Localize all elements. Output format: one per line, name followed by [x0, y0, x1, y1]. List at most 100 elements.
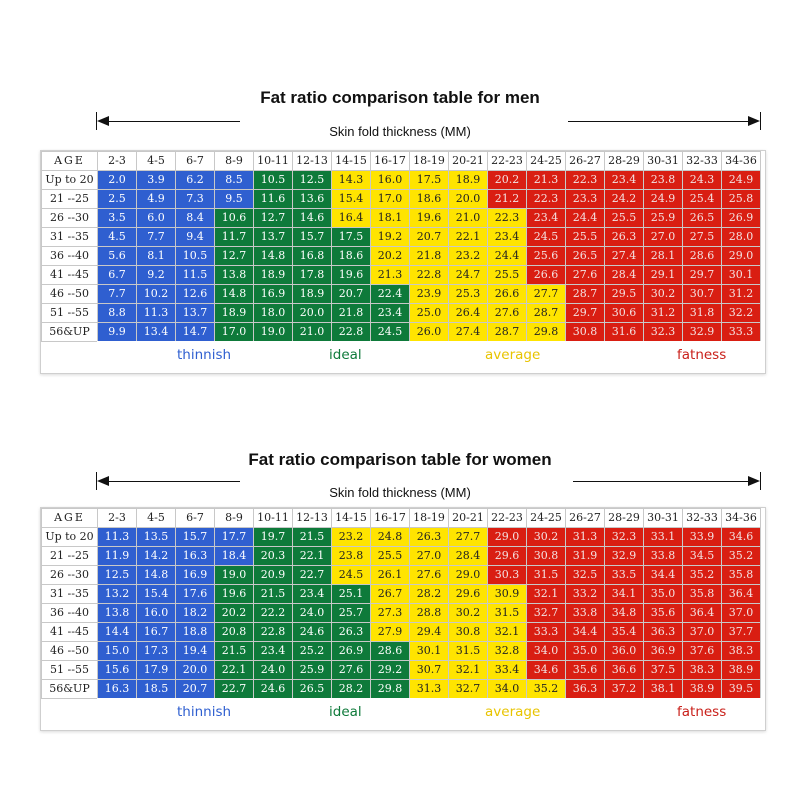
value-cell-fatness: 27.5 [682, 227, 722, 247]
value-cell-fatness: 25.6 [526, 246, 566, 266]
value-cell-fatness: 32.3 [643, 322, 683, 342]
men-fat-table: AGE 2-3 4-5 6-7 8-9 10-11 12-13 14-15 16-17 18-19… [41, 151, 761, 342]
men-table-card: AGE 2-3 4-5 6-7 8-9 10-11 12-13 14-15 16-17 18-19… [40, 150, 766, 374]
value-cell-thinnish: 13.8 [97, 603, 137, 623]
value-cell-fatness: 33.5 [604, 565, 644, 585]
value-cell-fatness: 37.2 [604, 679, 644, 699]
age-cell: 26 --30 [41, 208, 98, 228]
value-cell-average: 25.3 [448, 284, 488, 304]
value-cell-thinnish: 6.2 [175, 170, 215, 190]
table-row: 26 --30 12.5 14.8 16.9 19.0 20.9 22.7 24.5 26.1 2… [41, 565, 761, 585]
value-cell-fatness: 35.6 [565, 660, 605, 680]
value-cell-ideal: 21.5 [253, 584, 293, 604]
value-cell-fatness: 29.0 [721, 246, 761, 266]
column-header: 16-17 [370, 508, 410, 528]
value-cell-thinnish: 18.2 [175, 603, 215, 623]
value-cell-thinnish: 8.1 [136, 246, 176, 266]
value-cell-average: 31.5 [487, 603, 527, 623]
value-cell-thinnish: 9.5 [214, 189, 254, 209]
age-cell: 41 --45 [41, 622, 98, 642]
value-cell-average: 27.6 [409, 565, 449, 585]
table-row: 36 --40 13.8 16.0 18.2 20.2 22.2 24.0 25.7 27.3 2… [41, 603, 761, 623]
value-cell-ideal: 21.0 [292, 322, 332, 342]
value-cell-thinnish: 14.2 [136, 546, 176, 566]
value-cell-fatness: 33.8 [565, 603, 605, 623]
value-cell-thinnish: 17.7 [214, 527, 254, 547]
value-cell-fatness: 34.4 [565, 622, 605, 642]
value-cell-average: 26.4 [448, 303, 488, 323]
value-cell-fatness: 33.9 [682, 527, 722, 547]
value-cell-fatness: 30.1 [721, 265, 761, 285]
age-cell: Up to 20 [41, 170, 98, 190]
column-header: 22-23 [487, 151, 527, 171]
value-cell-fatness: 35.8 [721, 565, 761, 585]
value-cell-fatness: 35.0 [565, 641, 605, 661]
value-cell-average: 27.7 [526, 284, 566, 304]
value-cell-ideal: 25.2 [292, 641, 332, 661]
value-cell-thinnish: 2.0 [97, 170, 137, 190]
value-cell-thinnish: 11.3 [97, 527, 137, 547]
value-cell-thinnish: 3.9 [136, 170, 176, 190]
value-cell-fatness: 37.0 [682, 622, 722, 642]
value-cell-thinnish: 14.7 [175, 322, 215, 342]
age-cell: 56&UP [41, 322, 98, 342]
column-header: 2-3 [97, 508, 137, 528]
value-cell-fatness: 24.3 [682, 170, 722, 190]
value-cell-ideal: 19.7 [253, 527, 293, 547]
table-row: 31 --35 4.5 7.7 9.4 11.7 13.7 15.7 17.5 19.2 20.7… [41, 227, 761, 247]
column-header: 18-19 [409, 508, 449, 528]
value-cell-average: 29.6 [448, 584, 488, 604]
value-cell-fatness: 38.9 [682, 679, 722, 699]
value-cell-average: 32.8 [487, 641, 527, 661]
age-cell: 21 --25 [41, 189, 98, 209]
value-cell-ideal: 18.0 [253, 303, 293, 323]
value-cell-thinnish: 19.4 [175, 641, 215, 661]
value-cell-ideal: 16.9 [253, 284, 293, 304]
value-cell-thinnish: 9.2 [136, 265, 176, 285]
men-legend: thinnish ideal average fatness [97, 341, 763, 371]
value-cell-average: 17.5 [409, 170, 449, 190]
value-cell-fatness: 28.0 [721, 227, 761, 247]
value-cell-ideal: 18.9 [214, 303, 254, 323]
value-cell-fatness: 22.3 [526, 189, 566, 209]
value-cell-fatness: 32.5 [565, 565, 605, 585]
value-cell-ideal: 26.3 [331, 622, 371, 642]
value-cell-ideal: 11.7 [214, 227, 254, 247]
value-cell-average: 32.1 [487, 622, 527, 642]
table-row: Up to 20 11.3 13.5 15.7 17.7 19.7 21.5 23.2 24.8… [41, 527, 761, 547]
value-cell-thinnish: 13.2 [97, 584, 137, 604]
value-cell-average: 24.7 [448, 265, 488, 285]
value-cell-fatness: 35.0 [643, 584, 683, 604]
value-cell-thinnish: 12.6 [175, 284, 215, 304]
value-cell-fatness: 26.6 [526, 265, 566, 285]
value-cell-fatness: 29.0 [487, 527, 527, 547]
column-header: 10-11 [253, 508, 293, 528]
value-cell-ideal: 14.8 [214, 284, 254, 304]
value-cell-ideal: 14.6 [292, 208, 332, 228]
value-cell-fatness: 32.1 [526, 584, 566, 604]
value-cell-average: 28.7 [526, 303, 566, 323]
value-cell-ideal: 13.6 [292, 189, 332, 209]
column-header: 8-9 [214, 508, 254, 528]
value-cell-average: 35.2 [526, 679, 566, 699]
value-cell-fatness: 28.1 [643, 246, 683, 266]
value-cell-thinnish: 16.0 [136, 603, 176, 623]
column-header: 10-11 [253, 151, 293, 171]
value-cell-ideal: 25.7 [331, 603, 371, 623]
value-cell-fatness: 28.6 [682, 246, 722, 266]
column-header: 28-29 [604, 151, 644, 171]
value-cell-fatness: 33.8 [643, 546, 683, 566]
value-cell-fatness: 39.5 [721, 679, 761, 699]
value-cell-fatness: 34.0 [526, 641, 566, 661]
value-cell-fatness: 22.3 [565, 170, 605, 190]
age-cell: 51 --55 [41, 303, 98, 323]
column-header: 30-31 [643, 508, 683, 528]
value-cell-ideal: 12.7 [253, 208, 293, 228]
women-table-card: AGE 2-3 4-5 6-7 8-9 10-11 12-13 14-15 16-17 18-19… [40, 507, 766, 731]
value-cell-thinnish: 9.9 [97, 322, 137, 342]
value-cell-fatness: 32.9 [604, 546, 644, 566]
column-header: 6-7 [175, 508, 215, 528]
value-cell-average: 18.6 [409, 189, 449, 209]
value-cell-ideal: 23.4 [292, 584, 332, 604]
value-cell-fatness: 36.4 [682, 603, 722, 623]
